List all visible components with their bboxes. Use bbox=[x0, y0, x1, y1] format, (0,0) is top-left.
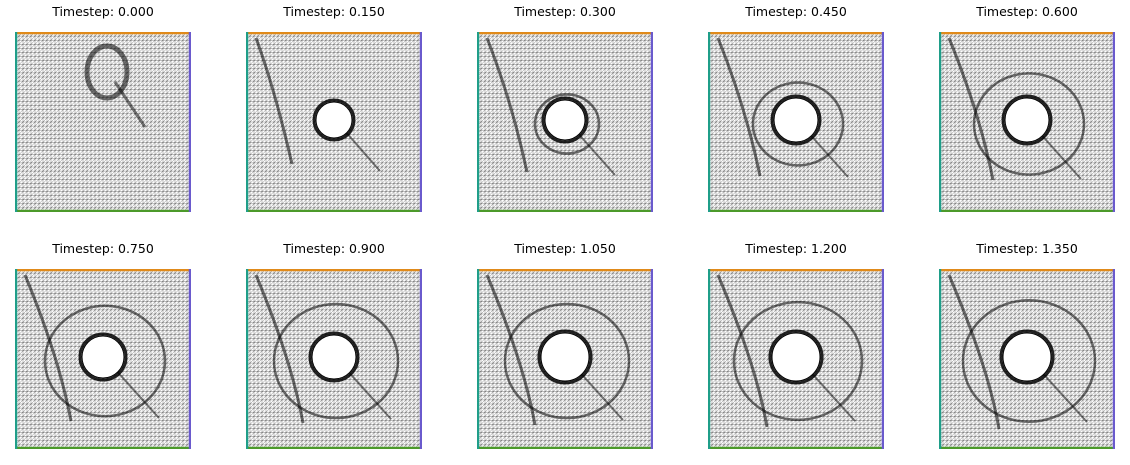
refinement-features bbox=[254, 37, 381, 172]
shear-layer bbox=[23, 274, 73, 422]
panel-title: Timestep: 0.900 bbox=[283, 241, 385, 256]
vortex-ring bbox=[751, 81, 845, 167]
shear-layer bbox=[485, 37, 529, 173]
wake-streak bbox=[112, 366, 160, 419]
cylinder-boundary-layer bbox=[537, 329, 593, 385]
panel-title: Timestep: 0.000 bbox=[52, 4, 154, 19]
refinement-features bbox=[23, 274, 167, 422]
mesh-grid bbox=[15, 32, 191, 212]
vortex-ring bbox=[732, 300, 864, 422]
cylinder-hole bbox=[773, 97, 819, 143]
mesh-plot bbox=[477, 32, 653, 212]
cylinder-hole bbox=[311, 334, 357, 380]
wake-streak bbox=[343, 366, 392, 420]
cylinder-boundary-layer bbox=[770, 94, 822, 146]
panel-title: Timestep: 0.300 bbox=[514, 4, 616, 19]
cylinder-boundary-layer bbox=[541, 96, 589, 144]
mesh-plot bbox=[939, 32, 1115, 212]
feature-streak bbox=[113, 81, 147, 128]
wake-streak bbox=[574, 366, 624, 421]
cylinder-hole bbox=[81, 335, 125, 379]
mesh-plot bbox=[246, 269, 422, 449]
panel-title: Timestep: 0.150 bbox=[283, 4, 385, 19]
mesh-plot bbox=[939, 269, 1115, 449]
cylinder-boundary-layer bbox=[78, 332, 128, 382]
vortex-ring bbox=[961, 299, 1097, 423]
wake-streak bbox=[1036, 129, 1082, 180]
vortex-ring bbox=[533, 93, 601, 155]
wake-streak bbox=[574, 129, 616, 176]
boundary-edges bbox=[939, 32, 1115, 212]
boundary-edges bbox=[939, 269, 1115, 449]
shear-layer bbox=[716, 274, 769, 428]
wake-streak bbox=[343, 129, 381, 172]
refinement-features bbox=[947, 37, 1086, 181]
feature-blob bbox=[84, 43, 130, 101]
mesh-plot bbox=[246, 32, 422, 212]
wake-streak bbox=[805, 366, 856, 422]
refinement-features bbox=[485, 274, 631, 426]
refinement-features bbox=[485, 37, 616, 176]
panel-title: Timestep: 1.050 bbox=[514, 241, 616, 256]
cylinder-boundary-layer bbox=[312, 98, 356, 142]
cylinder-boundary-layer bbox=[308, 331, 360, 383]
vortex-ring bbox=[972, 72, 1086, 176]
mesh-plot bbox=[708, 32, 884, 212]
shear-layer bbox=[254, 37, 294, 165]
vortex-ring bbox=[503, 302, 631, 420]
mesh-plot bbox=[708, 269, 884, 449]
refinement-features bbox=[716, 37, 849, 178]
panel-title: Timestep: 1.350 bbox=[976, 241, 1078, 256]
panel-title: Timestep: 0.750 bbox=[52, 241, 154, 256]
cylinder-hole bbox=[315, 101, 353, 139]
boundary-edges bbox=[15, 32, 191, 212]
shear-layer bbox=[254, 274, 305, 424]
cylinder-hole bbox=[1004, 97, 1050, 143]
shear-layer bbox=[947, 274, 1001, 430]
refinement-features bbox=[716, 274, 864, 428]
cylinder-hole bbox=[771, 332, 821, 382]
boundary-edges bbox=[246, 269, 422, 449]
panel-title: Timestep: 0.600 bbox=[976, 4, 1078, 19]
refinement-features bbox=[947, 274, 1097, 430]
refinement-features bbox=[254, 274, 400, 424]
boundary-edges bbox=[708, 32, 884, 212]
boundary-edges bbox=[477, 269, 653, 449]
panel-title: Timestep: 0.450 bbox=[745, 4, 847, 19]
refinement-features bbox=[84, 43, 147, 128]
boundary-edges bbox=[708, 269, 884, 449]
cylinder-hole bbox=[544, 99, 586, 141]
shear-layer bbox=[485, 274, 537, 426]
wake-streak bbox=[1036, 366, 1088, 423]
wake-streak bbox=[805, 129, 849, 178]
mesh-lines bbox=[15, 32, 191, 212]
cylinder-boundary-layer bbox=[1001, 94, 1053, 146]
boundary-edges bbox=[15, 269, 191, 449]
shear-layer bbox=[947, 37, 995, 181]
vortex-ring bbox=[43, 304, 167, 418]
mesh-plot bbox=[477, 269, 653, 449]
cylinder-boundary-layer bbox=[768, 329, 824, 385]
panel-title: Timestep: 1.200 bbox=[745, 241, 847, 256]
boundary-edges bbox=[246, 32, 422, 212]
mesh-plot bbox=[15, 269, 191, 449]
boundary-edges bbox=[477, 32, 653, 212]
cylinder-boundary-layer bbox=[999, 329, 1055, 385]
shear-layer bbox=[716, 37, 762, 177]
cylinder-hole bbox=[1002, 332, 1052, 382]
mesh-plot bbox=[15, 32, 191, 212]
vortex-ring bbox=[272, 302, 400, 420]
cylinder-hole bbox=[540, 332, 590, 382]
